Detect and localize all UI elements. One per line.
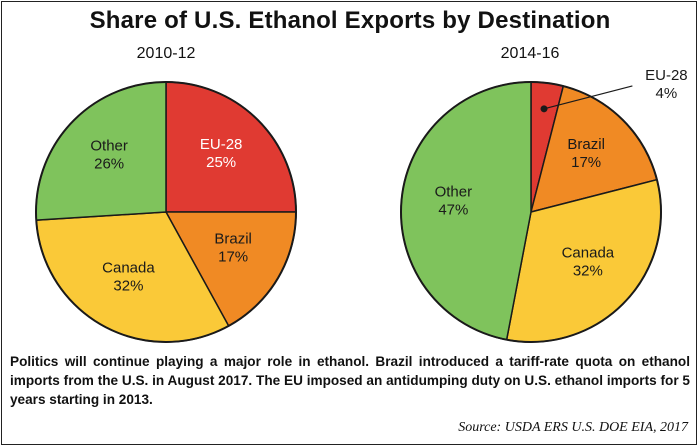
right-slice-label-brazil: Brazil [567, 136, 605, 153]
source-citation: Source: USDA ERS U.S. DOE EIA, 2017 [458, 420, 688, 435]
left-pie-outline [35, 81, 297, 343]
right-slice-label-canada: Canada [562, 244, 615, 261]
right-pie-subtitle: 2014-16 [500, 45, 560, 62]
right-slice-value-canada: 32% [573, 262, 603, 279]
right-slice-value-eu-28: 4% [656, 85, 678, 102]
left-slice-label-brazil: Brazil [214, 231, 252, 248]
left-slice-value-other: 26% [94, 156, 124, 173]
footnote-text: Politics will continue playing a major r… [10, 354, 690, 407]
left-slice-value-brazil: 17% [218, 249, 248, 266]
right-slice-label-eu-28: EU-28 [645, 67, 688, 84]
left-slice-label-canada: Canada [102, 259, 155, 276]
right-leader-dot-eu-28 [540, 105, 548, 113]
chart-title: Share of U.S. Ethanol Exports by Destina… [89, 7, 611, 34]
right-slice-label-other: Other [435, 184, 473, 201]
left-slice-value-eu-28: 25% [206, 154, 236, 171]
right-slice-value-brazil: 17% [571, 154, 601, 171]
left-pie-subtitle: 2010-12 [136, 45, 196, 62]
left-slice-label-other: Other [90, 138, 128, 155]
left-slice-value-canada: 32% [113, 277, 143, 294]
right-slice-value-other: 47% [438, 202, 468, 219]
right-leader-line-eu-28 [543, 85, 633, 110]
left-slice-label-eu-28: EU-28 [200, 136, 243, 153]
right-pie-outline [400, 81, 662, 343]
